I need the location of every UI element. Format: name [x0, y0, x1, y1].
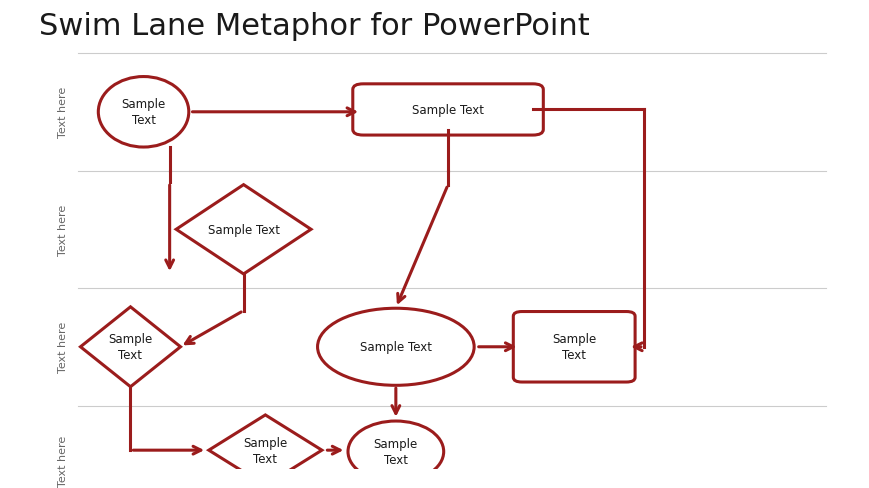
- Polygon shape: [209, 415, 322, 486]
- Ellipse shape: [98, 78, 189, 148]
- FancyBboxPatch shape: [513, 312, 634, 382]
- Text: Sample
Text: Sample Text: [243, 436, 287, 465]
- Text: Sample
Text: Sample Text: [552, 333, 595, 362]
- FancyBboxPatch shape: [353, 84, 542, 136]
- Text: Sample Text: Sample Text: [360, 341, 431, 353]
- Text: Sample
Text: Sample Text: [374, 437, 417, 466]
- Text: Text here: Text here: [57, 204, 68, 255]
- Ellipse shape: [348, 421, 443, 482]
- Text: Sample
Text: Sample Text: [109, 333, 152, 362]
- Text: Text here: Text here: [57, 87, 68, 138]
- Text: Text here: Text here: [57, 435, 68, 487]
- Text: Sample Text: Sample Text: [412, 104, 483, 117]
- Text: Swim Lane Metaphor for PowerPoint: Swim Lane Metaphor for PowerPoint: [39, 12, 589, 41]
- Polygon shape: [176, 185, 311, 274]
- Polygon shape: [81, 307, 181, 387]
- Text: Text here: Text here: [57, 322, 68, 373]
- Ellipse shape: [317, 308, 474, 386]
- Text: Sample Text: Sample Text: [208, 224, 279, 236]
- Text: Sample
Text: Sample Text: [122, 98, 165, 127]
